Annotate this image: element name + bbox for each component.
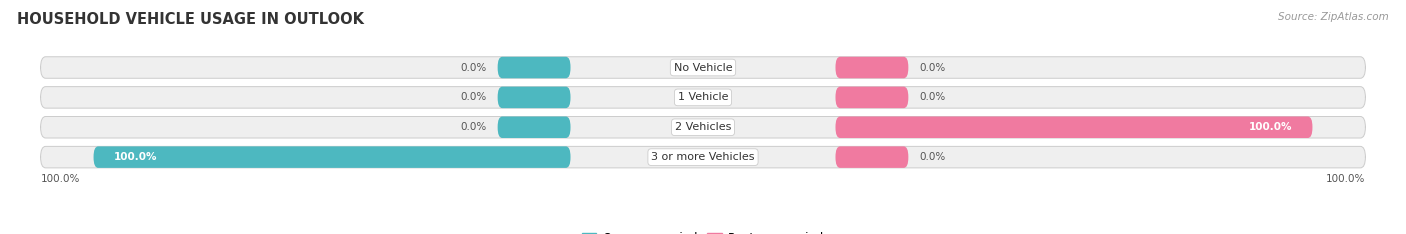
Text: 100.0%: 100.0% — [114, 152, 157, 162]
FancyBboxPatch shape — [835, 57, 908, 78]
Text: 1 Vehicle: 1 Vehicle — [678, 92, 728, 102]
Text: 100.0%: 100.0% — [1326, 174, 1365, 184]
FancyBboxPatch shape — [498, 57, 571, 78]
Text: 0.0%: 0.0% — [461, 122, 486, 132]
Text: No Vehicle: No Vehicle — [673, 62, 733, 73]
FancyBboxPatch shape — [41, 117, 1365, 138]
Text: 2 Vehicles: 2 Vehicles — [675, 122, 731, 132]
Text: 3 or more Vehicles: 3 or more Vehicles — [651, 152, 755, 162]
FancyBboxPatch shape — [835, 117, 1312, 138]
Text: HOUSEHOLD VEHICLE USAGE IN OUTLOOK: HOUSEHOLD VEHICLE USAGE IN OUTLOOK — [17, 12, 364, 27]
Text: 100.0%: 100.0% — [41, 174, 80, 184]
Legend: Owner-occupied, Renter-occupied: Owner-occupied, Renter-occupied — [578, 227, 828, 234]
Text: 100.0%: 100.0% — [1249, 122, 1292, 132]
Text: 0.0%: 0.0% — [920, 92, 945, 102]
FancyBboxPatch shape — [41, 57, 1365, 78]
Text: 0.0%: 0.0% — [920, 62, 945, 73]
FancyBboxPatch shape — [498, 117, 571, 138]
Text: 0.0%: 0.0% — [461, 62, 486, 73]
FancyBboxPatch shape — [835, 87, 908, 108]
FancyBboxPatch shape — [94, 146, 571, 168]
Text: 0.0%: 0.0% — [461, 92, 486, 102]
FancyBboxPatch shape — [835, 146, 908, 168]
FancyBboxPatch shape — [41, 87, 1365, 108]
Text: Source: ZipAtlas.com: Source: ZipAtlas.com — [1278, 12, 1389, 22]
FancyBboxPatch shape — [41, 146, 1365, 168]
FancyBboxPatch shape — [498, 87, 571, 108]
Text: 0.0%: 0.0% — [920, 152, 945, 162]
